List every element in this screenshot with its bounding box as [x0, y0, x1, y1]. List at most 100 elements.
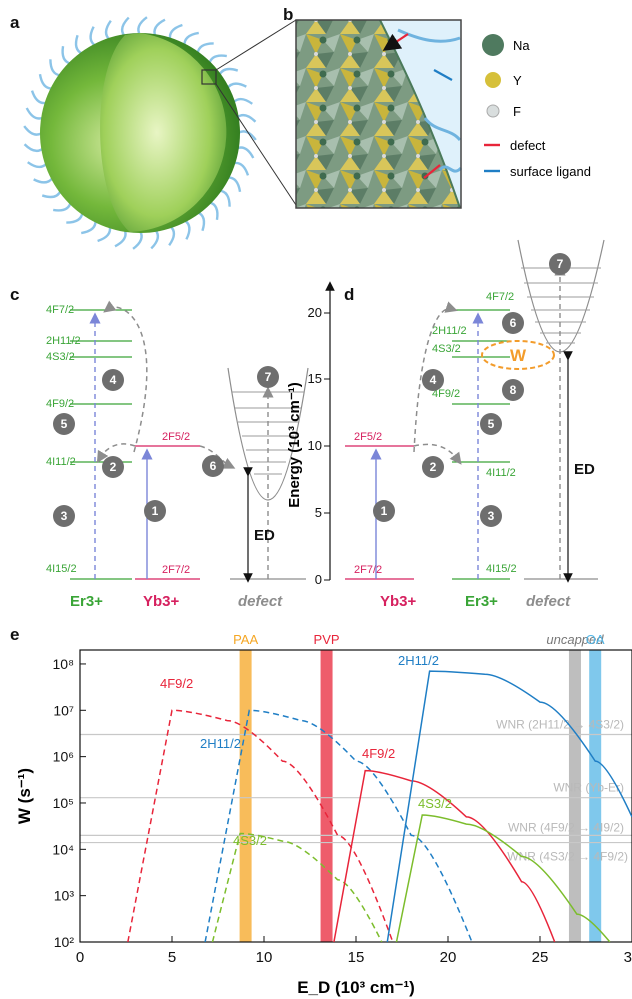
- curve-label: 2H11/2: [398, 653, 439, 668]
- series-dashed-curve: [204, 709, 473, 942]
- lattice-legend: Na Y F defect surface ligand: [482, 34, 591, 179]
- ion-defect-d: defect: [526, 593, 571, 610]
- y-tick-label: 10²: [54, 934, 75, 950]
- step-2: 2: [110, 460, 117, 474]
- ligand-strand: [197, 211, 206, 232]
- energy-tick-5: 5: [315, 505, 322, 520]
- panel-b-label: b: [283, 5, 293, 24]
- y-tick-label: 10⁷: [53, 702, 74, 718]
- panel-c-label: c: [10, 285, 19, 304]
- x-tick-label: 20: [440, 949, 457, 966]
- ligand-strand: [120, 16, 130, 37]
- ligand-strand: [183, 219, 191, 240]
- ligand-strand: [97, 225, 112, 243]
- ligand-strand: [218, 67, 239, 76]
- ligand-strand: [137, 16, 148, 36]
- ligand-strand: [61, 46, 72, 65]
- series-solid-curve: [333, 769, 556, 942]
- y-tick-label: 10⁶: [53, 749, 74, 765]
- band-uncapped: [568, 650, 581, 942]
- level-4f92: 4F9/2: [46, 398, 74, 410]
- d-step-3: 3: [488, 509, 495, 523]
- series-solid-curve: [395, 814, 611, 942]
- ligand-strand: [81, 220, 97, 235]
- legend-f: F: [513, 104, 521, 119]
- chart-frame: [79, 649, 632, 943]
- ligand-strand: [219, 189, 231, 207]
- level-2f72: 2F7/2: [162, 564, 190, 576]
- step-4: 4: [110, 373, 117, 387]
- curve-label: 4S3/2: [233, 833, 267, 848]
- wnr-label: WNR (Yb-Er): [553, 781, 624, 795]
- ligand-strand: [66, 212, 84, 224]
- ligand-strand: [168, 23, 183, 41]
- ligand-strand: [237, 130, 257, 141]
- legend-ligand: surface ligand: [510, 164, 591, 179]
- wnr-label: WNR (4F9/2 → 4I9/2): [508, 820, 624, 834]
- ligand-strand: [23, 125, 43, 136]
- step-1-icon: [144, 500, 166, 522]
- ligand-strand: [30, 90, 48, 105]
- ligand-strand: [23, 143, 44, 153]
- ligand-strand: [226, 82, 247, 90]
- step-6: 6: [210, 459, 217, 473]
- panel-d-label: d: [344, 285, 354, 304]
- ligand-strand: [227, 176, 242, 192]
- step-1: 1: [152, 504, 159, 518]
- lattice-zoom: [295, 19, 463, 209]
- y-axis-label: W (s⁻¹): [15, 768, 34, 824]
- d-step-1: 1: [381, 504, 388, 518]
- f-atom-icon: [486, 104, 500, 118]
- curve-label: 2H11/2: [200, 736, 241, 751]
- d-step-6-icon: [502, 312, 524, 334]
- ligand-strand: [41, 190, 62, 199]
- step-2-icon: [102, 456, 124, 478]
- d-step-2: 2: [430, 460, 437, 474]
- d-step-3-icon: [480, 505, 502, 527]
- d-level-4i152: 4I15/2: [486, 563, 517, 575]
- level-2h112: 2H11/2: [46, 335, 81, 347]
- d-step-1-icon: [373, 500, 395, 522]
- level-4i152: 4I15/2: [46, 563, 77, 575]
- na-atom-icon: [482, 34, 504, 56]
- y-tick-label: 10³: [54, 888, 75, 904]
- ligand-strand: [153, 18, 166, 37]
- d-step-4: 4: [430, 373, 437, 387]
- x-tick-label: 15: [348, 949, 365, 966]
- x-tick-label: 30: [624, 949, 632, 966]
- ligand-strand: [150, 229, 160, 250]
- energy-axis: 0 5 10 15 20 Energy (10³ cm⁻¹): [286, 281, 335, 587]
- curve-label: 4F9/2: [362, 746, 395, 761]
- d-step-4-icon: [422, 369, 444, 391]
- band-oa: [589, 650, 602, 942]
- ed-label-d: ED: [574, 461, 595, 478]
- ligand-strand: [232, 161, 250, 176]
- step-7-icon: [257, 366, 279, 388]
- energy-tick-10: 10: [308, 438, 322, 453]
- band-paa: [239, 650, 252, 942]
- ligand-strand: [208, 201, 219, 220]
- band-label-pvp: PVP: [314, 632, 340, 647]
- d-step-2-icon: [422, 456, 444, 478]
- ion-defect-c: defect: [238, 593, 283, 610]
- y-tick-label: 10⁴: [52, 841, 74, 857]
- energy-axis-label: Energy (10³ cm⁻¹): [286, 382, 303, 507]
- level-2f52: 2F5/2: [162, 431, 190, 443]
- ion-er-d: Er3+: [465, 593, 498, 610]
- energy-tick-20: 20: [308, 305, 322, 320]
- panel-e-label: e: [10, 625, 19, 644]
- ligand-strand: [168, 225, 176, 246]
- nanoparticle-sphere: [23, 16, 297, 250]
- level-4s32: 4S3/2: [46, 351, 75, 363]
- curve-label: 4F9/2: [160, 676, 193, 691]
- d-step-5: 5: [488, 417, 495, 431]
- d-step-8-icon: [502, 379, 524, 401]
- step-5-icon: [53, 413, 75, 435]
- step-4-icon: [102, 369, 124, 391]
- ligand-strand: [25, 107, 44, 120]
- d-step-5-icon: [480, 413, 502, 435]
- ligand-strand: [208, 54, 227, 65]
- band-pvp: [320, 650, 333, 942]
